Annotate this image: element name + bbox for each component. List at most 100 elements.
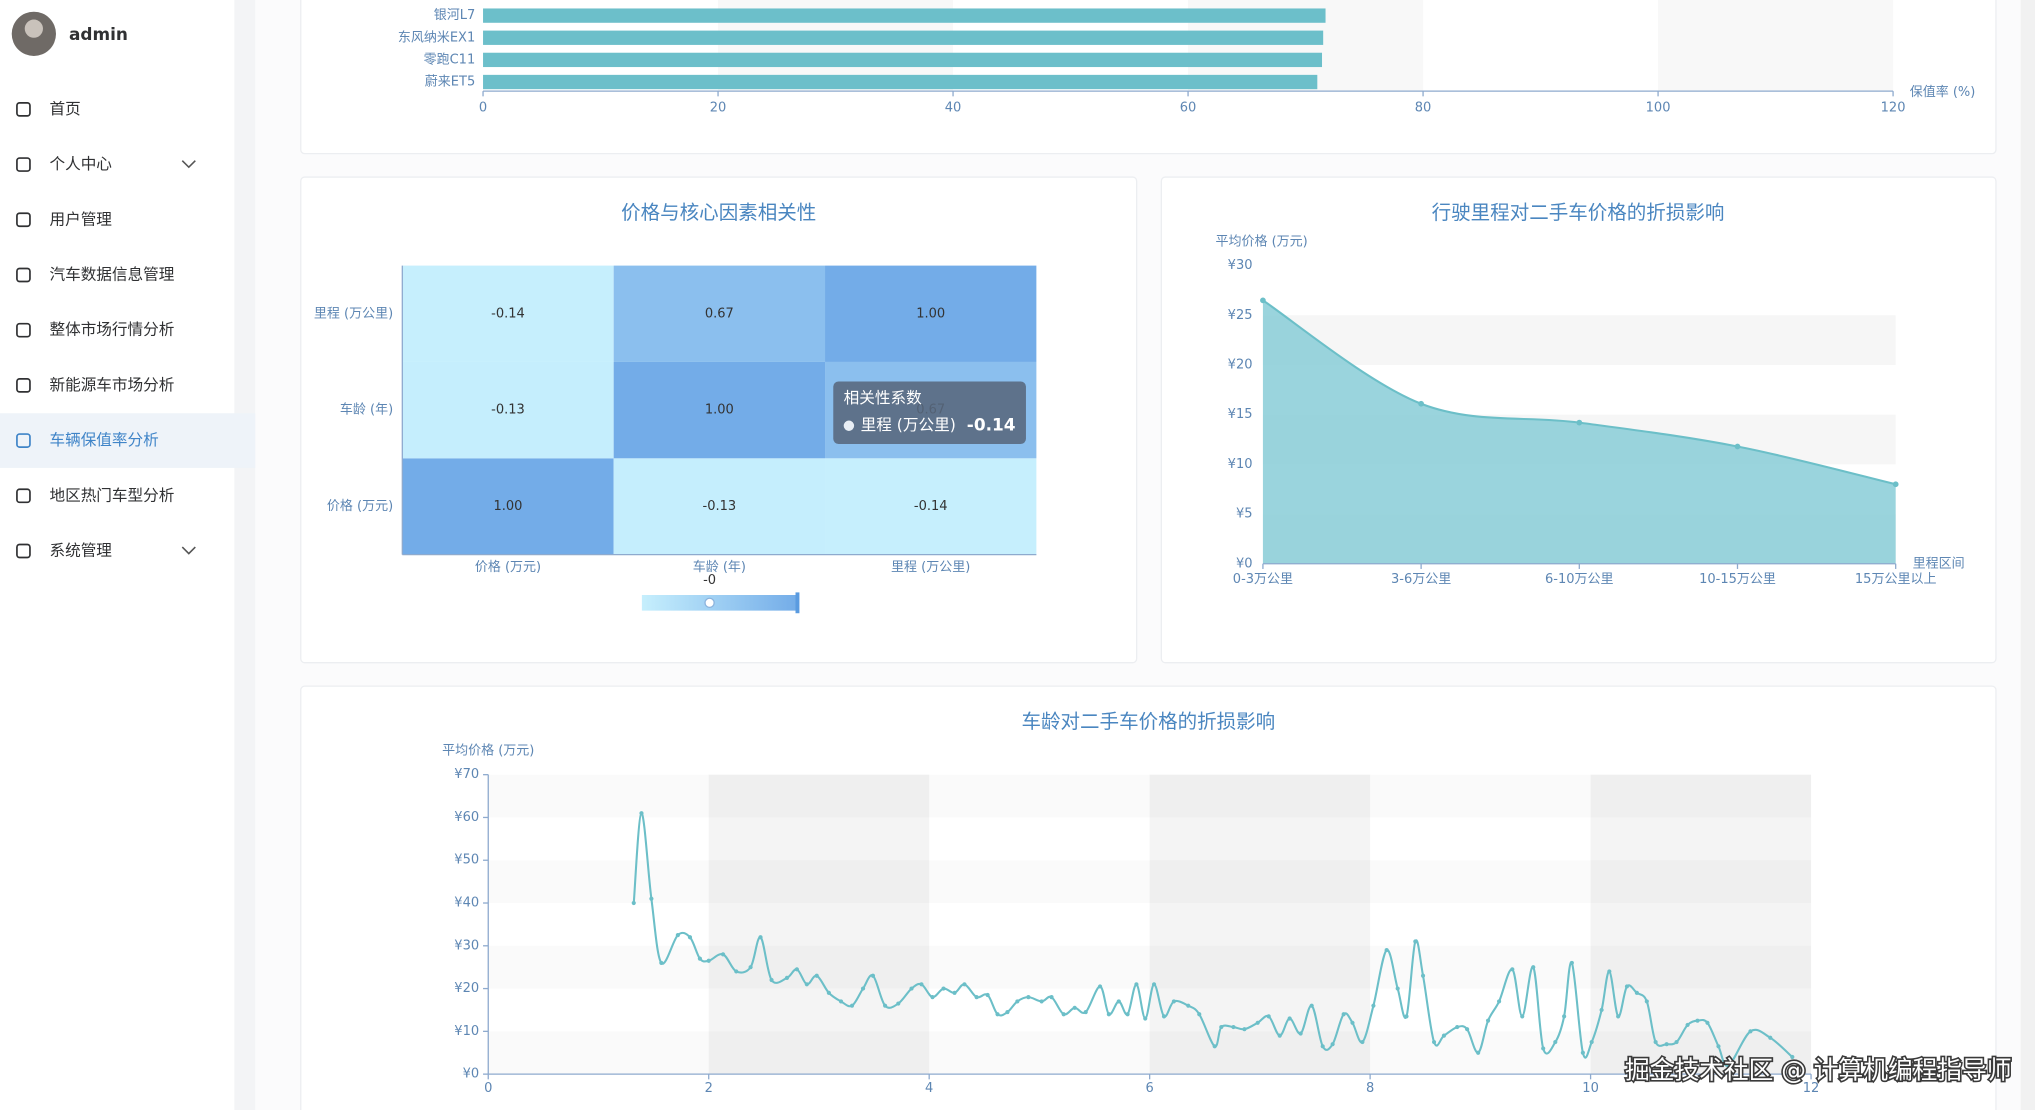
point[interactable] [1116,999,1121,1004]
point[interactable] [1624,984,1630,989]
point[interactable] [1161,1014,1167,1019]
point[interactable] [1125,1012,1130,1017]
heat-cell[interactable] [402,458,614,555]
point[interactable] [1644,999,1649,1004]
menu-item[interactable]: 汽车数据信息管理 [49,265,174,283]
point[interactable] [1576,419,1583,426]
point[interactable] [1726,1063,1731,1068]
point[interactable] [1404,1014,1409,1019]
point[interactable] [1476,1050,1481,1055]
point[interactable] [860,986,866,991]
point[interactable] [1685,1022,1690,1028]
point[interactable] [1695,1018,1700,1023]
menu-item[interactable]: 整体市场行情分析 [49,321,174,339]
menu-item[interactable]: 新能源车市场分析 [49,376,174,394]
point[interactable] [1287,1016,1292,1021]
point[interactable] [1485,1018,1491,1023]
point[interactable] [1653,1039,1658,1045]
point[interactable] [697,956,702,961]
point[interactable] [1026,995,1031,1000]
point[interactable] [1431,1039,1437,1045]
heat-cell[interactable] [825,458,1037,555]
heat-cell[interactable] [613,458,826,555]
point[interactable] [962,982,967,987]
point[interactable] [1242,1027,1247,1032]
point[interactable] [1664,1042,1669,1047]
point[interactable] [720,952,726,957]
point[interactable] [1134,982,1139,987]
point[interactable] [1171,999,1176,1004]
point[interactable] [1197,1012,1202,1017]
point[interactable] [1277,1033,1282,1038]
point[interactable] [883,1003,888,1008]
point[interactable] [734,969,739,974]
point[interactable] [1186,1003,1191,1008]
point[interactable] [1716,1044,1721,1049]
point[interactable] [826,990,831,995]
point[interactable] [794,967,799,972]
point[interactable] [1520,1014,1525,1019]
point[interactable] [1320,1044,1325,1049]
point[interactable] [870,973,876,978]
point[interactable] [1705,1020,1710,1025]
point[interactable] [930,995,935,1000]
heat-cell[interactable] [402,361,614,459]
point[interactable] [1341,1012,1346,1017]
point[interactable] [769,977,774,983]
point[interactable] [675,933,680,938]
point[interactable] [1441,1033,1447,1038]
point[interactable] [1106,1012,1111,1017]
point[interactable] [1143,1016,1148,1021]
point[interactable] [1049,995,1054,1000]
point[interactable] [1015,999,1020,1004]
point[interactable] [687,935,693,940]
point[interactable] [1531,965,1536,970]
point[interactable] [814,973,819,978]
menu-item[interactable]: 系统管理 [49,541,112,559]
point[interactable] [974,995,979,1000]
point[interactable] [896,1001,901,1006]
point[interactable] [1541,1046,1546,1051]
point[interactable] [1674,1039,1679,1045]
visual-map[interactable] [641,595,799,611]
point[interactable] [1589,1039,1594,1045]
visual-map-handle[interactable] [795,592,800,614]
point[interactable] [1599,1007,1604,1013]
point[interactable] [1413,939,1418,944]
point[interactable] [1418,400,1424,407]
point[interactable] [1350,1020,1355,1025]
point[interactable] [1219,1024,1224,1030]
point[interactable] [838,999,844,1004]
heat-cell[interactable] [613,361,826,459]
point[interactable] [706,958,711,963]
point[interactable] [1231,1024,1236,1030]
point[interactable] [1212,1044,1217,1049]
point[interactable] [995,1012,1000,1017]
point[interactable] [1330,1042,1335,1047]
menu-item[interactable]: 地区热门车型分析 [49,486,174,504]
point[interactable] [631,900,636,906]
point[interactable] [1072,1005,1077,1010]
point[interactable] [1553,1039,1558,1045]
point[interactable] [1465,1027,1470,1032]
point[interactable] [1734,443,1741,450]
point[interactable] [1255,1020,1260,1025]
point[interactable] [1097,984,1103,989]
point[interactable] [1892,481,1899,488]
point[interactable] [1005,1010,1010,1015]
point[interactable] [1360,1039,1365,1045]
point[interactable] [1768,1035,1773,1040]
point[interactable] [909,986,914,991]
point[interactable] [1298,1031,1303,1036]
point[interactable] [849,1003,855,1008]
point[interactable] [804,982,809,987]
point[interactable] [941,986,946,991]
point[interactable] [1266,1014,1271,1019]
point[interactable] [1420,973,1426,978]
heat-cell[interactable] [613,265,826,362]
point[interactable] [1395,986,1400,991]
point[interactable] [1039,999,1044,1004]
point[interactable] [1384,947,1389,953]
point[interactable] [758,935,763,940]
point[interactable] [1309,1003,1314,1008]
